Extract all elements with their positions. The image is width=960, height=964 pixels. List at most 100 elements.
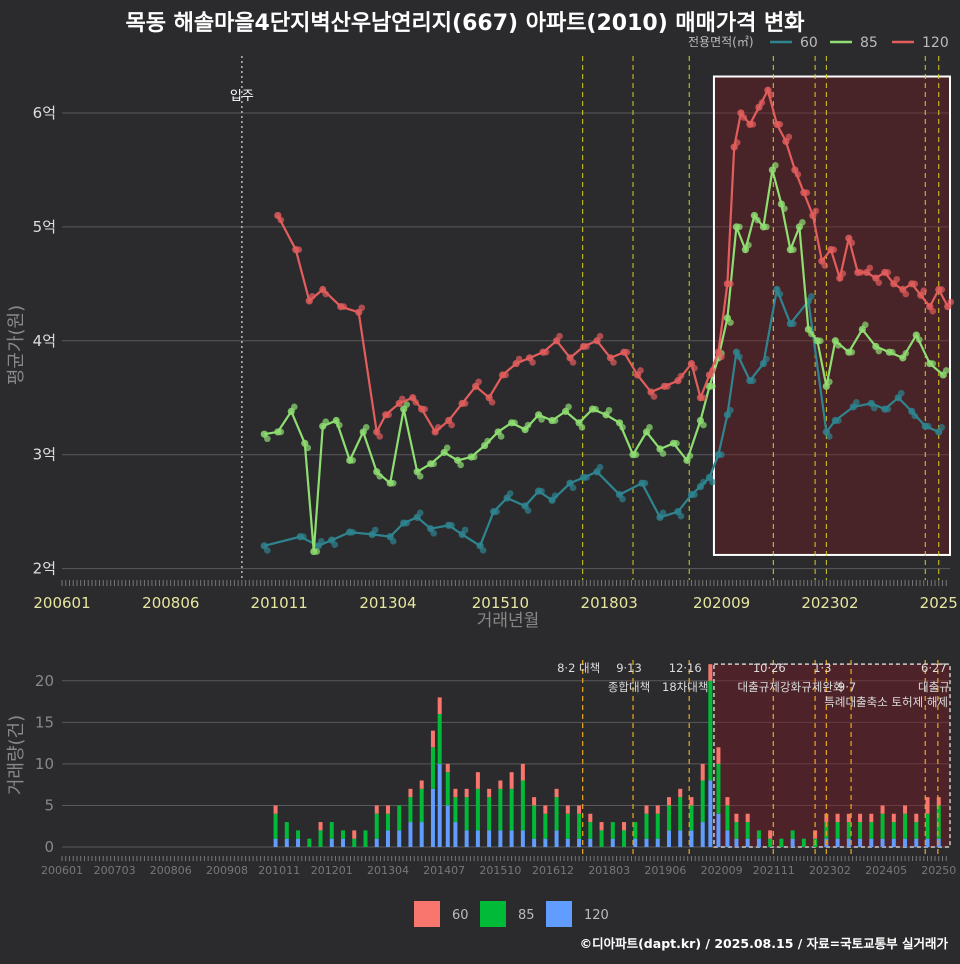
- y-tick-label: 2억: [33, 560, 56, 578]
- volume-bar-85: [858, 822, 863, 839]
- data-point-120: [398, 395, 406, 403]
- volume-bar-60: [475, 772, 480, 789]
- data-point-85: [578, 424, 586, 431]
- data-point-120: [929, 307, 937, 315]
- data-point-85: [470, 453, 478, 461]
- data-point-85: [659, 450, 667, 457]
- volume-x-tick-label: 201011: [258, 864, 300, 877]
- data-point-60: [349, 528, 357, 536]
- data-point-60: [538, 487, 545, 495]
- volume-x-tick-label: 201201: [311, 864, 353, 877]
- data-point-120: [295, 246, 303, 253]
- footer-credit: ©디아파트(dapt.kr) / 2025.08.15 / 자료=국토교통부 실…: [580, 936, 949, 951]
- data-point-85: [942, 367, 950, 374]
- volume-bar-120: [498, 830, 503, 847]
- data-point-85: [799, 219, 806, 226]
- volume-bar-85: [509, 788, 514, 831]
- volume-bar-85: [779, 838, 784, 847]
- legend-bottom-swatch-120: [546, 901, 572, 927]
- volume-bar-60: [716, 747, 721, 764]
- y-tick-label: 6억: [33, 104, 56, 122]
- volume-bar-60: [437, 697, 442, 715]
- data-point-85: [781, 205, 788, 212]
- data-point-60: [911, 412, 919, 420]
- volume-bar-85: [801, 838, 806, 847]
- volume-bar-85: [554, 797, 559, 831]
- data-point-60: [551, 492, 559, 500]
- data-point-120: [718, 353, 725, 361]
- volume-bar-120: [464, 830, 469, 847]
- data-point-120: [749, 121, 757, 128]
- data-point-60: [479, 547, 487, 554]
- volume-bar-85: [725, 805, 730, 831]
- volume-bar-85: [464, 797, 469, 831]
- legend-bottom: 60 85 120: [414, 901, 609, 927]
- volume-bar-85: [430, 747, 435, 789]
- data-point-60: [835, 417, 842, 424]
- data-point-120: [358, 304, 366, 312]
- volume-x-tick-label: 201803: [588, 864, 630, 877]
- policy-date-label: 10·26: [753, 661, 786, 675]
- volume-bar-60: [644, 805, 649, 814]
- volume-x-tick-label: 201612: [532, 864, 574, 877]
- volume-bar-120: [903, 838, 908, 847]
- volume-bar-85: [532, 805, 537, 839]
- volume-bar-120: [437, 763, 442, 847]
- data-point-85: [403, 401, 411, 408]
- data-point-85: [538, 416, 545, 423]
- data-point-85: [619, 424, 626, 431]
- volume-bar-60: [903, 805, 908, 814]
- data-point-85: [291, 403, 298, 411]
- volume-bar-120: [716, 813, 721, 847]
- price-panel: 2억 3억 4억 5억 6억 200601 200806 201011 201304 201510…: [33, 56, 958, 612]
- data-point-60: [569, 484, 577, 492]
- policy-desc-label: 18차대책: [662, 680, 708, 694]
- volume-bar-120: [633, 838, 638, 847]
- volume-bar-120: [453, 822, 458, 847]
- volume-x-tick-label: 201906: [644, 864, 686, 877]
- data-point-85: [632, 451, 640, 458]
- data-point-120: [529, 359, 536, 366]
- data-point-85: [848, 348, 856, 356]
- data-point-60: [736, 353, 743, 361]
- data-point-120: [700, 394, 707, 402]
- volume-bar-85: [453, 797, 458, 823]
- data-point-60: [493, 508, 500, 515]
- data-point-60: [619, 495, 626, 503]
- legend-bottom-swatch-60: [414, 901, 440, 927]
- volume-bar-120: [745, 838, 750, 847]
- volume-bar-120: [588, 838, 593, 847]
- data-point-120: [434, 424, 442, 431]
- data-point-120: [920, 287, 928, 294]
- volume-bar-60: [835, 813, 840, 823]
- data-point-85: [313, 548, 321, 555]
- volume-bar-85: [475, 788, 480, 831]
- volume-bar-85: [700, 780, 705, 823]
- y-tick-label: 3억: [33, 446, 56, 464]
- legend-bottom-label-60: 60: [452, 908, 469, 923]
- data-point-60: [371, 526, 379, 534]
- volume-bar-60: [846, 813, 851, 823]
- data-point-120: [740, 114, 748, 121]
- data-point-120: [515, 355, 523, 363]
- volume-bar-60: [532, 797, 537, 806]
- x-tick-label: 200806: [142, 594, 199, 612]
- volume-panel: 0 5 10 15 20 200601 200703 200806 200908 201011 20…: [35, 660, 956, 877]
- volume-bar-85: [824, 822, 829, 839]
- data-point-60: [763, 355, 770, 363]
- data-point-120: [421, 405, 428, 413]
- volume-bar-60: [880, 805, 885, 814]
- data-point-120: [938, 286, 946, 293]
- volume-bar-120: [520, 830, 525, 847]
- volume-bar-60: [725, 797, 730, 806]
- volume-bar-85: [284, 822, 289, 839]
- volume-x-tick-label: 201304: [367, 864, 409, 877]
- data-point-85: [277, 428, 285, 436]
- data-point-120: [412, 398, 420, 406]
- data-point-85: [484, 437, 491, 445]
- data-point-60: [749, 377, 757, 384]
- data-point-85: [727, 319, 734, 326]
- volume-bar-120: [846, 838, 851, 847]
- volume-bar-120: [869, 838, 874, 847]
